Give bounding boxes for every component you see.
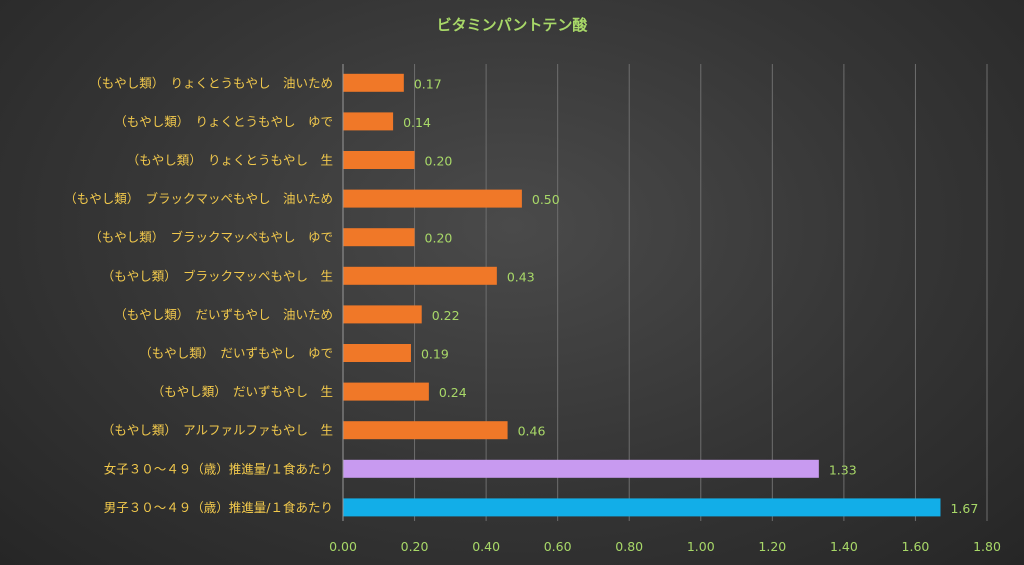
x-tick-label: 0.80: [615, 539, 643, 554]
category-label: （もやし類） ブラックマッペもやし 油いため: [64, 191, 333, 206]
x-tick-label: 0.00: [329, 539, 357, 554]
value-labels: 0.17 0.14 0.20 0.50 0.20 0.43 0.22 0.19 0.24 0.46…: [403, 76, 978, 516]
x-tick-label: 0.40: [472, 539, 500, 554]
category-labels: （もやし類） りょくとうもやし 油いため （もやし類） りょくとうもやし ゆで （も…: [64, 75, 333, 515]
gridlines: [414, 64, 988, 521]
value-label: 1.67: [950, 501, 978, 516]
value-label: 0.14: [403, 115, 431, 130]
value-label: 0.17: [414, 76, 442, 91]
value-label: 0.46: [518, 424, 546, 439]
x-tick-label: 1.20: [758, 539, 786, 554]
bar: [343, 382, 429, 401]
chart-title: ビタミンパントテン酸: [437, 16, 589, 34]
value-label: 1.33: [829, 462, 857, 477]
x-tick-label: 0.20: [401, 539, 429, 554]
value-label: 0.19: [421, 347, 449, 362]
bar: [343, 498, 941, 517]
value-label: 0.50: [532, 192, 560, 207]
x-axis-ticks: 0.00 0.20 0.40 0.60 0.80 1.00 1.20 1.40 1.60 1.80: [329, 539, 1001, 554]
bar: [343, 421, 508, 440]
bar: [343, 189, 522, 208]
x-tick-label: 1.80: [973, 539, 1001, 554]
bar: [343, 112, 394, 131]
value-label: 0.22: [432, 308, 460, 323]
x-tick-label: 1.00: [687, 539, 715, 554]
category-label: 女子３０～４９（歳）推進量/１食あたり: [104, 461, 333, 476]
category-label: （もやし類） だいずもやし 生: [152, 384, 333, 399]
x-tick-label: 1.60: [902, 539, 930, 554]
bar: [343, 151, 415, 169]
bar: [343, 266, 497, 285]
category-label: （もやし類） りょくとうもやし 油いため: [89, 75, 333, 90]
x-tick-label: 0.60: [544, 539, 572, 554]
value-label: 0.20: [425, 231, 453, 246]
category-label: （もやし類） だいずもやし 油いため: [114, 307, 333, 322]
category-label: （もやし類） アルファルファもやし 生: [102, 423, 333, 438]
category-label: （もやし類） りょくとうもやし ゆで: [114, 114, 333, 129]
value-label: 0.20: [425, 154, 453, 169]
bar: [343, 73, 404, 92]
value-label: 0.43: [507, 269, 535, 284]
category-label: （もやし類） りょくとうもやし 生: [127, 153, 333, 168]
x-tick-label: 1.40: [830, 539, 858, 554]
bar: [343, 344, 411, 362]
category-label: 男子３０～４９（歳）推進量/１食あたり: [104, 500, 333, 515]
category-label: （もやし類） ブラックマッペもやし ゆで: [89, 230, 333, 245]
category-label: （もやし類） だいずもやし ゆで: [139, 346, 333, 361]
bar: [343, 228, 415, 247]
value-label: 0.24: [439, 385, 467, 400]
bar: [343, 305, 422, 324]
bars: [343, 73, 941, 517]
bar: [343, 459, 819, 478]
category-label: （もやし類） ブラックマッペもやし 生: [102, 268, 333, 283]
